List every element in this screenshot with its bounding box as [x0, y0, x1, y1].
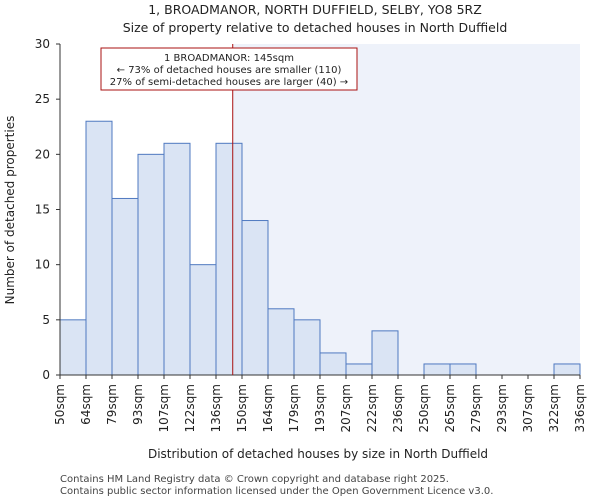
- bar-207sqm: [345, 363, 373, 376]
- x-tick-label-107sqm: 107sqm: [157, 384, 171, 432]
- x-tick-label-307sqm: 307sqm: [521, 384, 535, 432]
- x-tick-label-293sqm: 293sqm: [495, 384, 509, 432]
- x-tick-label-250sqm: 250sqm: [417, 384, 431, 432]
- x-tick-label-279sqm: 279sqm: [469, 384, 483, 432]
- x-tick-label-222sqm: 222sqm: [365, 384, 379, 432]
- x-tick-label-50sqm: 50sqm: [53, 384, 67, 425]
- x-tick-label-150sqm: 150sqm: [235, 384, 249, 432]
- x-tick-label-64sqm: 64sqm: [79, 384, 93, 425]
- chart-title-line2: Size of property relative to detached ho…: [123, 20, 508, 35]
- bar-193sqm: [319, 352, 347, 376]
- bar-107sqm: [163, 142, 191, 376]
- annotation-line3: 27% of semi-detached houses are larger (…: [110, 77, 348, 88]
- chart-title-line1: 1, BROADMANOR, NORTH DUFFIELD, SELBY, YO…: [148, 2, 482, 17]
- annotation-line2: ← 73% of detached houses are smaller (11…: [117, 65, 342, 76]
- y-tick-label-15: 15: [35, 203, 50, 217]
- footer-line1: Contains HM Land Registry data © Crown c…: [60, 474, 449, 485]
- bar-164sqm: [267, 308, 295, 376]
- bar-322sqm: [553, 363, 581, 376]
- footer-line2: Contains public sector information licen…: [60, 486, 493, 497]
- bar-50sqm: [59, 319, 87, 376]
- y-tick-label-30: 30: [35, 37, 50, 51]
- bar-136sqm: [215, 142, 243, 376]
- x-tick-label-179sqm: 179sqm: [287, 384, 301, 432]
- bar-122sqm: [189, 264, 217, 376]
- x-tick-label-93sqm: 93sqm: [131, 384, 145, 425]
- x-tick-label-122sqm: 122sqm: [183, 384, 197, 432]
- x-axis-label: Distribution of detached houses by size …: [148, 447, 488, 461]
- x-tick-label-336sqm: 336sqm: [573, 384, 587, 432]
- bar-150sqm: [241, 220, 269, 376]
- y-tick-label-0: 0: [42, 368, 50, 382]
- x-tick-label-79sqm: 79sqm: [105, 384, 119, 425]
- bar-179sqm: [293, 319, 321, 376]
- x-tick-label-207sqm: 207sqm: [339, 384, 353, 432]
- annotation-line1: 1 BROADMANOR: 145sqm: [164, 53, 294, 64]
- y-tick-label-20: 20: [35, 147, 50, 161]
- x-tick-label-265sqm: 265sqm: [443, 384, 457, 432]
- x-tick-label-322sqm: 322sqm: [547, 384, 561, 432]
- y-tick-label-10: 10: [35, 258, 50, 272]
- x-tick-label-164sqm: 164sqm: [261, 384, 275, 432]
- y-axis-label: Number of detached properties: [3, 116, 17, 305]
- bar-250sqm: [423, 363, 451, 376]
- bar-265sqm: [449, 363, 477, 376]
- bar-64sqm: [85, 120, 113, 376]
- y-tick-label-25: 25: [35, 92, 50, 106]
- bar-222sqm: [371, 330, 399, 376]
- y-tick-label-5: 5: [42, 313, 50, 327]
- x-tick-label-236sqm: 236sqm: [391, 384, 405, 432]
- bar-79sqm: [111, 197, 139, 376]
- bar-93sqm: [137, 153, 165, 376]
- annotation-box: 1 BROADMANOR: 145sqm ← 73% of detached h…: [100, 47, 358, 91]
- x-tick-label-136sqm: 136sqm: [209, 384, 223, 432]
- x-tick-label-193sqm: 193sqm: [313, 384, 327, 432]
- annotation-frame: [100, 47, 358, 91]
